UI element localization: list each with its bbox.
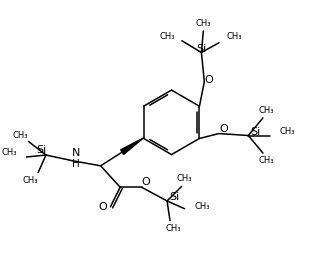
- Text: CH₃: CH₃: [258, 106, 274, 115]
- Text: CH₃: CH₃: [23, 176, 38, 185]
- Text: CH₃: CH₃: [177, 174, 192, 183]
- Text: O: O: [205, 75, 213, 85]
- Text: CH₃: CH₃: [160, 32, 175, 41]
- Text: O: O: [141, 177, 150, 187]
- Text: O: O: [220, 124, 228, 134]
- Text: CH₃: CH₃: [195, 202, 210, 211]
- Polygon shape: [121, 138, 143, 154]
- Text: O: O: [98, 202, 107, 212]
- Text: CH₃: CH₃: [258, 156, 274, 165]
- Text: Si: Si: [169, 192, 179, 202]
- Text: CH₃: CH₃: [13, 131, 28, 140]
- Text: CH₃: CH₃: [165, 224, 181, 233]
- Text: N: N: [72, 148, 80, 158]
- Text: CH₃: CH₃: [196, 19, 211, 28]
- Text: CH₃: CH₃: [280, 127, 295, 136]
- Text: H: H: [72, 159, 80, 169]
- Text: Si: Si: [250, 126, 260, 137]
- Text: CH₃: CH₃: [227, 32, 242, 41]
- Text: CH₃: CH₃: [1, 148, 17, 157]
- Text: Si: Si: [196, 44, 206, 54]
- Text: Si: Si: [36, 145, 46, 155]
